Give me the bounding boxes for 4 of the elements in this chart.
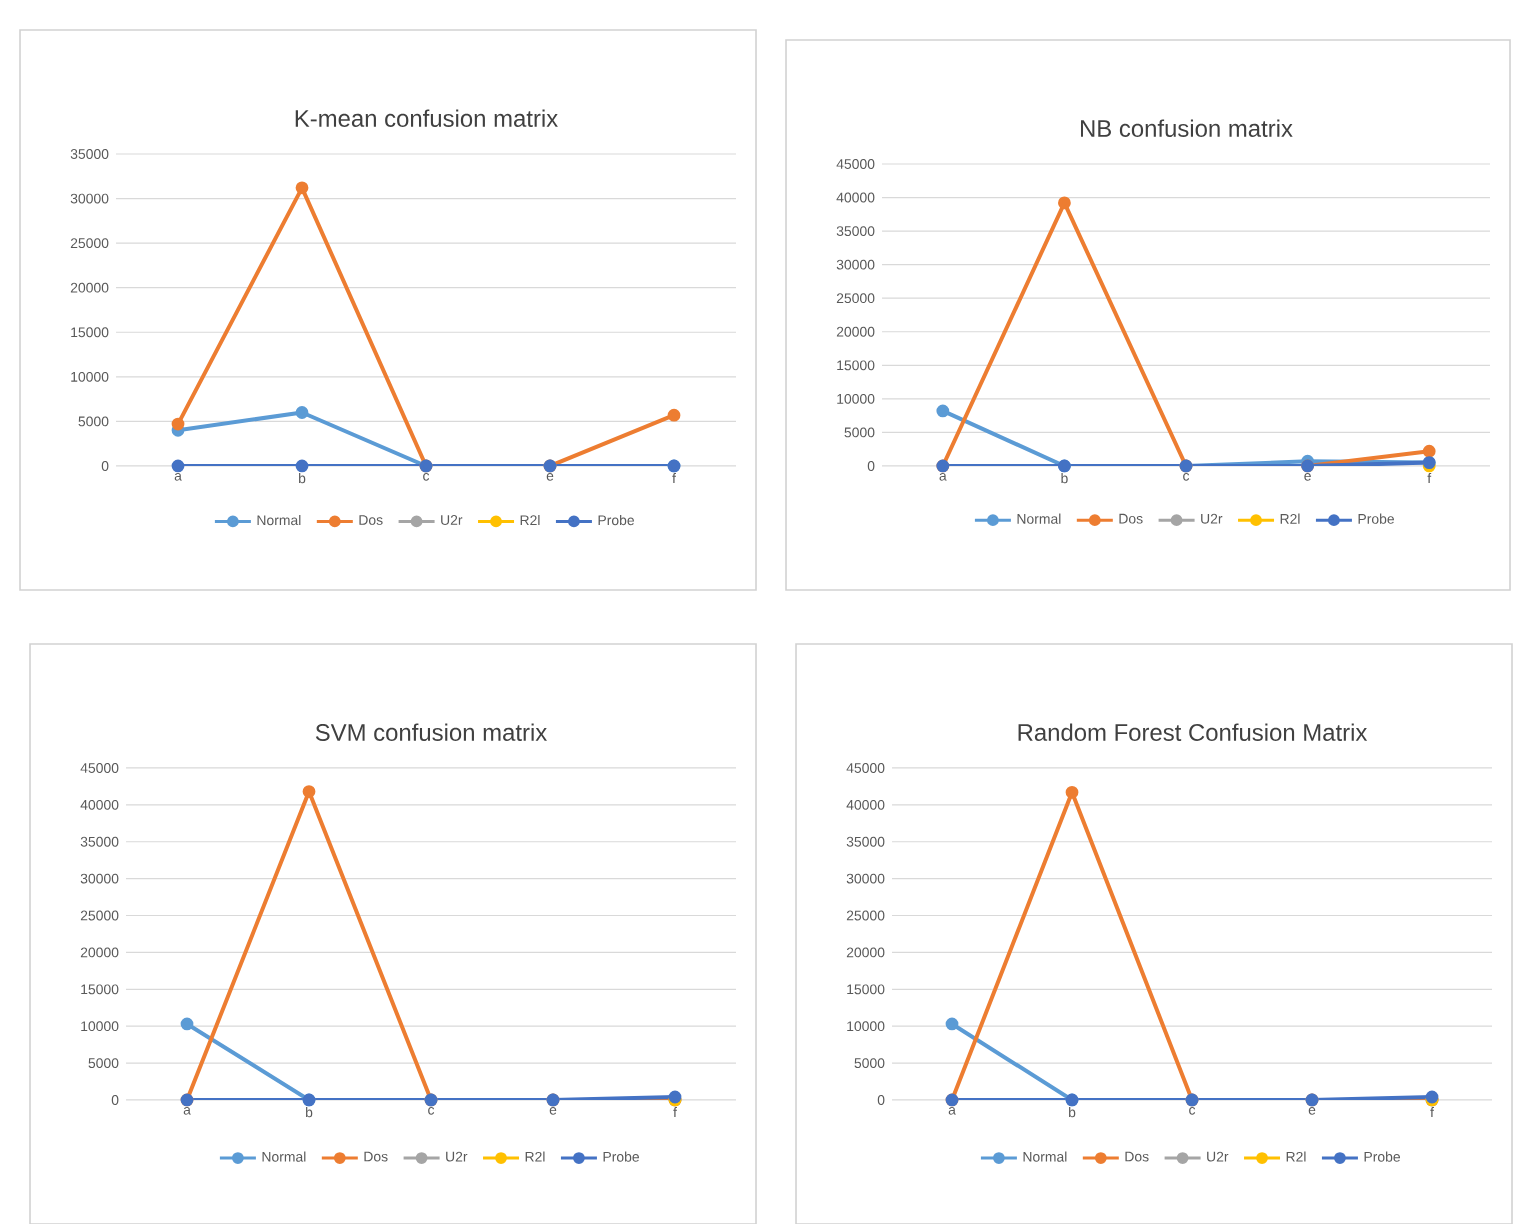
chart-title: Random Forest Confusion Matrix <box>1018 723 1368 741</box>
chart-title: NB confusion matrix <box>1081 119 1293 137</box>
chart-title: SVM confusion matrix <box>315 723 547 741</box>
chart-title: K-mean confusion matrix <box>295 109 558 127</box>
